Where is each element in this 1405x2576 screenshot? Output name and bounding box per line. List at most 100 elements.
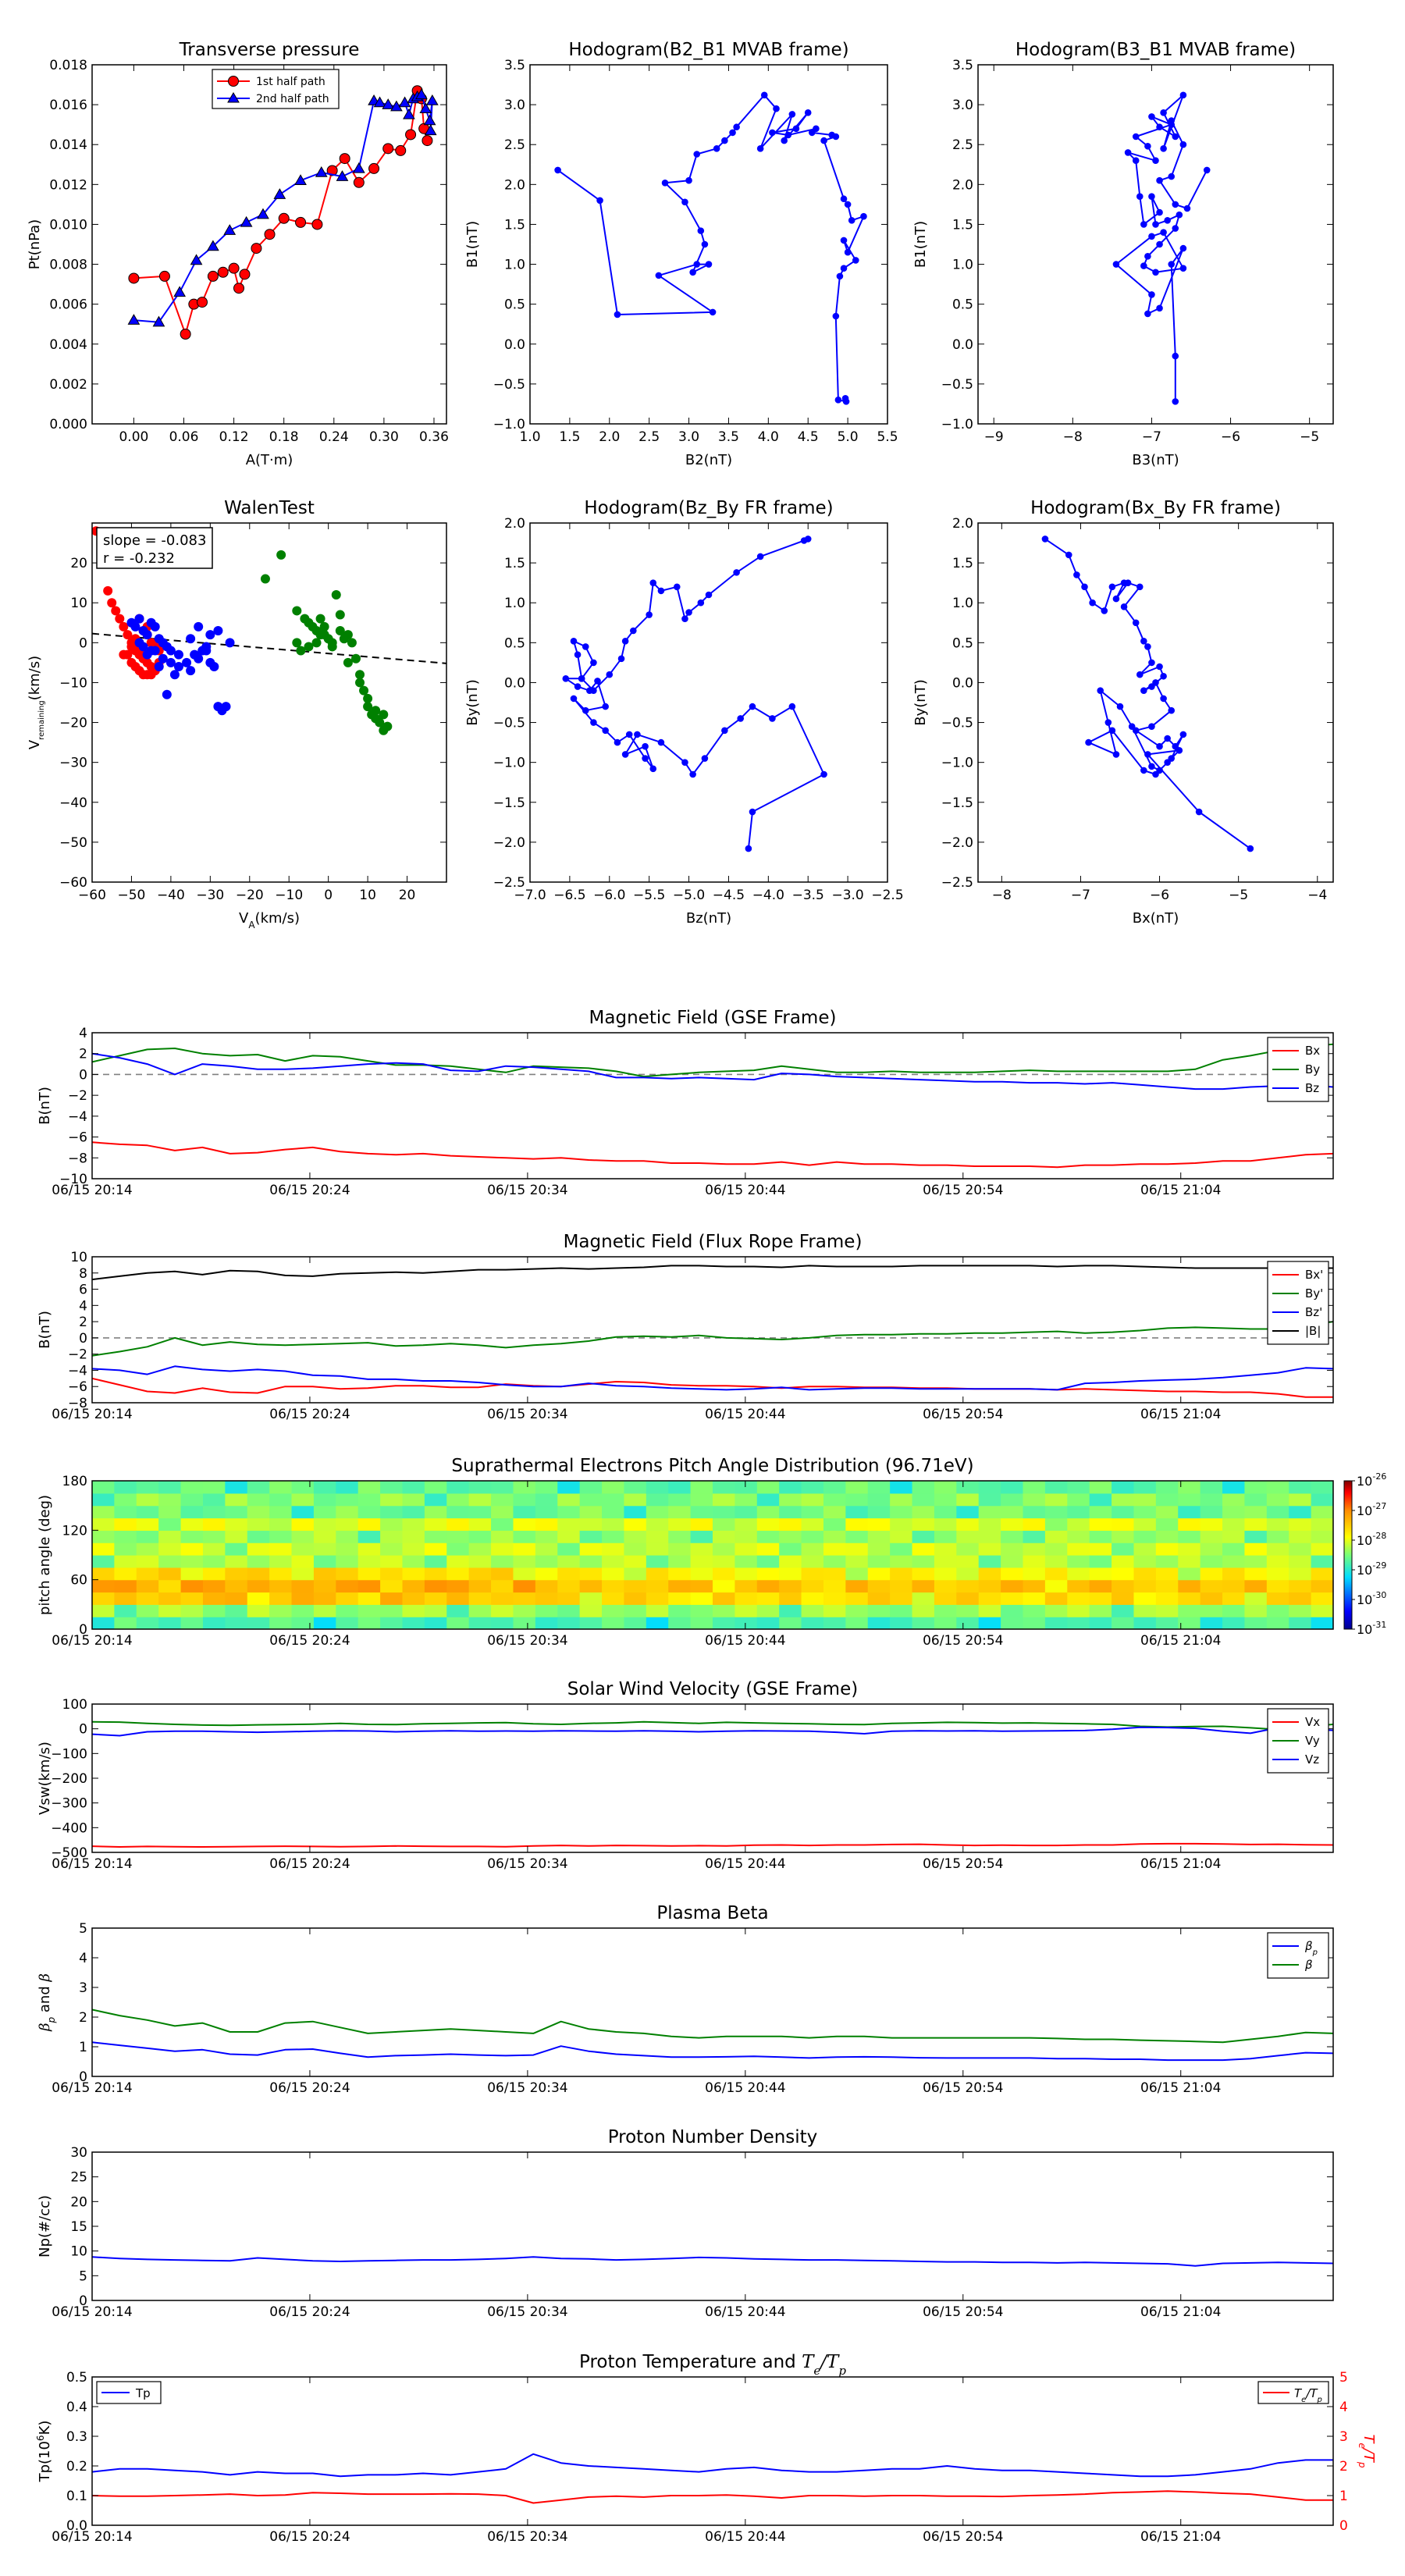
chart-title: Magnetic Field (Flux Rope Frame) — [564, 1232, 863, 1252]
y-tick-label: 10 — [70, 1250, 87, 1265]
axes-frame — [91, 1032, 1334, 1179]
data-point — [1136, 583, 1144, 591]
data-point — [295, 216, 307, 228]
heatmap-cell — [1200, 1555, 1223, 1568]
data-point — [1097, 687, 1104, 694]
heatmap-cell — [1200, 1617, 1223, 1629]
data-point — [1172, 201, 1179, 208]
heatmap-cell — [180, 1617, 204, 1629]
heatmap-cell — [357, 1481, 381, 1494]
heatmap-cell — [1112, 1579, 1135, 1593]
heatmap-cell — [779, 1542, 802, 1556]
legend-label: |B| — [1305, 1324, 1321, 1338]
heatmap-cell — [845, 1542, 869, 1556]
heatmap-cell — [624, 1542, 647, 1556]
y2-tick-label: 0 — [1339, 2518, 1348, 2534]
heatmap-cell — [336, 1579, 359, 1593]
heatmap-cell — [158, 1542, 182, 1556]
data-point — [1124, 149, 1132, 156]
y-tick-label: 0.0 — [952, 675, 973, 691]
heatmap-cell — [1023, 1604, 1046, 1617]
y-tick-label: 4 — [79, 1298, 87, 1314]
data-point — [257, 208, 269, 219]
heatmap-cell — [668, 1617, 692, 1629]
data-point — [1085, 738, 1092, 746]
x-tick-label: 06/15 20:54 — [923, 2304, 1003, 2320]
heatmap-cell — [402, 1579, 425, 1593]
heatmap-cell — [202, 1567, 226, 1581]
plot-area-hxy — [1041, 535, 1254, 852]
data-point — [602, 727, 609, 735]
heatmap-cell — [291, 1493, 315, 1507]
heatmap-cell — [158, 1567, 182, 1581]
heatmap-cell — [579, 1517, 603, 1531]
x-tick-label: 06/15 20:14 — [52, 1633, 132, 1649]
heatmap-cell — [557, 1493, 581, 1507]
heatmap-cell — [845, 1517, 869, 1531]
x-axis-label: VA(km/s) — [239, 910, 300, 930]
data-point — [1140, 767, 1147, 774]
heatmap-cell — [114, 1579, 137, 1593]
heatmap-cell — [735, 1592, 758, 1605]
heatmap-cell — [1155, 1481, 1179, 1494]
data-point — [1065, 551, 1072, 559]
heatmap-cell — [491, 1530, 514, 1543]
data-point — [123, 649, 133, 660]
heatmap-cell — [890, 1592, 913, 1605]
heatmap-cell — [1178, 1604, 1201, 1617]
y-tick-label: 0.0 — [504, 675, 525, 691]
y-tick-label: −100 — [51, 1746, 87, 1762]
data-point — [1176, 747, 1183, 754]
heatmap-cell — [801, 1592, 824, 1605]
heatmap-cell — [845, 1555, 869, 1568]
x-tick-label: 4.5 — [798, 429, 819, 445]
y-tick-label: 3.5 — [504, 58, 525, 73]
axes-frame — [977, 522, 1334, 883]
x-tick-label: −8 — [992, 888, 1012, 903]
heatmap-cell — [424, 1592, 447, 1605]
heatmap-cell — [1023, 1517, 1046, 1531]
data-point — [649, 765, 657, 773]
data-point — [425, 94, 439, 105]
heatmap-cell — [867, 1579, 891, 1593]
y-tick-label: 3.0 — [504, 98, 525, 113]
data-point — [844, 201, 852, 208]
heatmap-cell — [646, 1505, 669, 1519]
data-point — [721, 727, 728, 735]
heatmap-cell — [1222, 1505, 1246, 1519]
data-point — [336, 170, 349, 181]
data-point — [1041, 535, 1049, 543]
heatmap-cell — [313, 1592, 336, 1605]
heatmap-cell — [402, 1481, 425, 1494]
data-point — [1152, 269, 1159, 276]
heatmap-cell — [513, 1493, 536, 1507]
heatmap-cell — [380, 1604, 404, 1617]
heatmap-cell — [1200, 1481, 1223, 1494]
y-tick-label: 0.1 — [66, 2489, 87, 2504]
y-tick-label: 2 — [79, 2010, 87, 2026]
heatmap-cell — [1244, 1617, 1268, 1629]
heatmap-cell — [535, 1517, 558, 1531]
heatmap-cell — [956, 1567, 980, 1581]
heatmap-cell — [180, 1542, 204, 1556]
y-tick-label: 20 — [70, 2194, 87, 2210]
data-point — [1101, 607, 1108, 614]
legend-label: Vy — [1305, 1734, 1320, 1748]
heatmap-cell — [468, 1604, 492, 1617]
y-tick-label: 0.006 — [49, 297, 87, 313]
heatmap-cell — [535, 1592, 558, 1605]
heatmap-cell — [468, 1579, 492, 1593]
heatmap-cell — [1089, 1617, 1112, 1629]
legend-label: Bz' — [1305, 1305, 1322, 1319]
heatmap-cell — [357, 1505, 381, 1519]
axes-frame — [91, 1927, 1334, 2077]
heatmap-cell — [713, 1579, 735, 1593]
heatmap-cell — [446, 1579, 470, 1593]
heatmap-cell — [890, 1579, 913, 1593]
legend-label: Te/Tp — [1294, 2386, 1322, 2404]
heatmap-cell — [380, 1579, 404, 1593]
heatmap-cell — [1133, 1617, 1157, 1629]
heatmap-cell — [269, 1530, 293, 1543]
heatmap-cell — [1200, 1604, 1223, 1617]
heatmap-cell — [1067, 1579, 1090, 1593]
